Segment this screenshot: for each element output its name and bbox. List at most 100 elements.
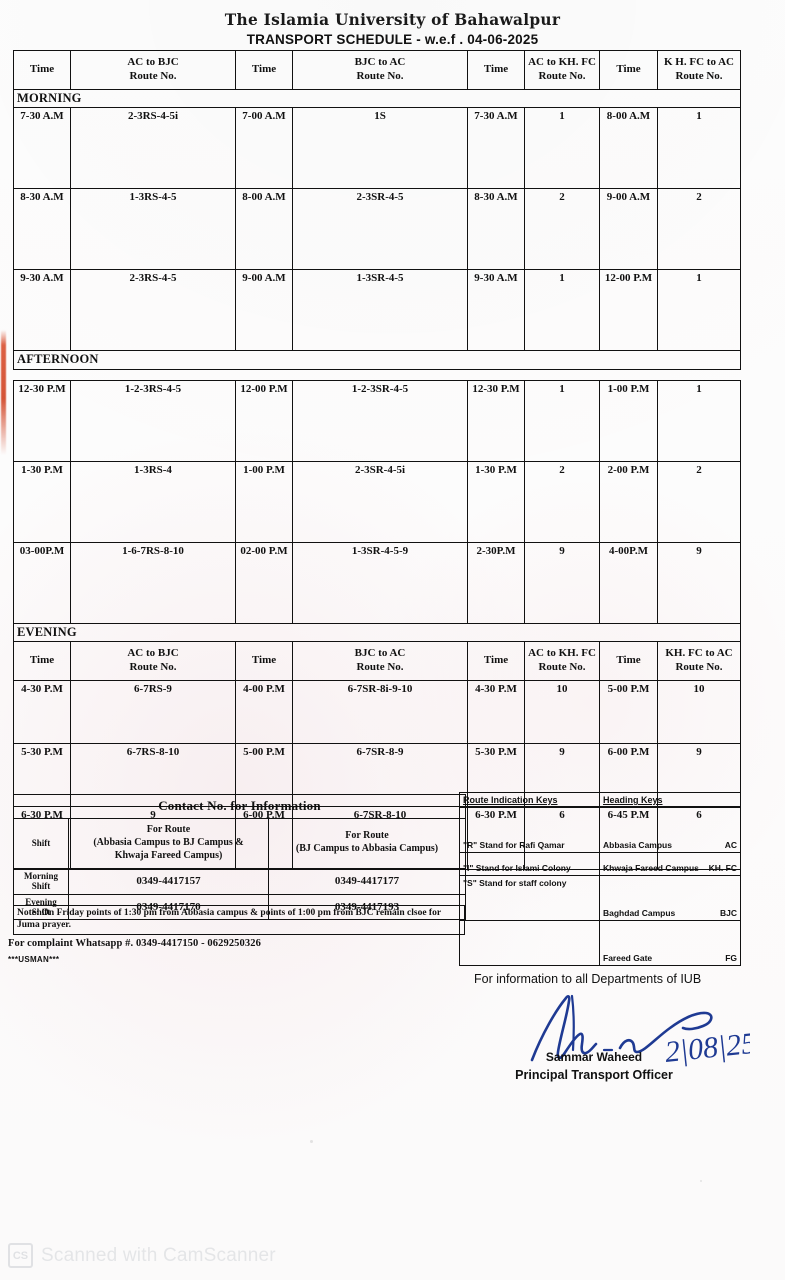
cell-route-4: 1 [657,269,741,352]
cell-time-2: 12-00 P.M [235,379,293,462]
header-ac-to-khfc-line2: Route No. [538,69,586,82]
header-ac-to-bjc-line2: Route No. [129,661,177,674]
camscanner-watermark: CS Scanned with CamScanner [8,1243,276,1268]
cell-route-2: 2-3SR-4-5 [292,188,468,271]
route-2-line-2: (BJ Campus to Abbasia Campus) [295,843,439,855]
table-row: 1-30 P.M 1-3RS-4 1-00 P.M 2-3SR-4-5i 1-3… [13,460,741,543]
contact-information-table: Contact No. for Information Shift For Ro… [13,794,466,921]
contact-evening-number-2[interactable]: 0349-4417193 [268,893,466,921]
header-bjc-to-ac-line1: BJC to AC [354,647,406,660]
keys-row-2: "I" Stand for Islami Colony Khwaja Faree… [459,851,741,876]
cell-route-2: 2-3SR-4-5i [292,460,468,543]
header-khfc-to-ac: KH. FC to AC Route No. [657,641,741,681]
route-1-line-3: Khwaja Fareed Campus) [114,849,223,861]
cell-route-1: 1-2-3RS-4-5 [70,379,236,462]
cell-route-4: 1 [657,379,741,462]
cell-time-3: 4-30 P.M [467,679,525,744]
header-khfc-to-ac: K H. FC to AC Route No. [657,50,741,90]
header-time-2: Time [235,641,293,681]
cell-time-3: 8-30 A.M [467,188,525,271]
cell-route-1: 1-3RS-4 [70,460,236,543]
shift-evening-line1: Evening [25,896,57,907]
cell-time-2: 1-00 P.M [235,460,293,543]
cell-time-1: 8-30 A.M [13,188,71,271]
contact-morning-number-1[interactable]: 0349-4417157 [68,867,269,895]
contact-header-route-1: For Route (Abbasia Campus to BJ Campus &… [68,817,269,869]
heading-key-fareed-gate: Fareed Gate FG [599,919,741,966]
contact-row-morning: Morning Shift 0349-4417157 0349-4417177 [13,867,466,895]
transport-schedule-table: Time AC to BJC Route No. Time BJC to AC … [13,50,741,870]
cell-time-1: 9-30 A.M [13,269,71,352]
cell-route-3: 1 [524,107,600,190]
keys-header-row: Route Indication Keys Heading Keys [459,792,741,808]
schedule-title: TRANSPORT SCHEDULE - w.e.f . 04-06-2025 [246,32,539,47]
contact-header-shift: Shift [13,817,69,869]
information-departments-line: For information to all Departments of IU… [474,972,702,986]
header-ac-to-bjc: AC to BJC Route No. [70,50,236,90]
contact-evening-number-1[interactable]: 0349-4417170 [68,893,269,921]
heading-key-khwaja-fareed-campus: Khwaja Fareed Campus KH. FC [599,851,741,876]
section-label-morning: MORNING [13,88,741,109]
section-label-morning-text: MORNING [13,88,741,109]
table-row: 8-30 A.M 1-3RS-4-5 8-00 A.M 2-3SR-4-5 8-… [13,188,741,271]
signatory-role: Principal Transport Officer [515,1068,673,1082]
cell-time-2: 4-00 P.M [235,679,293,744]
contact-title-row: Contact No. for Information [13,794,466,819]
cell-time-1: 03-00P.M [13,541,71,624]
heading-key-baghdad-abbr: BJC [719,907,737,918]
route-key-empty [459,919,600,966]
heading-key-abbasia-name: Abbasia Campus [603,839,672,850]
keys-legend-table: Route Indication Keys Heading Keys "R" S… [459,792,741,966]
cell-route-3: 2 [524,460,600,543]
cell-route-3: 2 [524,188,600,271]
heading-key-khwaja-abbr: KH. FC [708,862,737,873]
header-bjc-to-ac-line2: Route No. [356,661,404,674]
shift-evening-line2: Shift [31,906,51,917]
cell-time-2: 02-00 P.M [235,541,293,624]
contact-header-row: Shift For Route (Abbasia Campus to BJ Ca… [13,817,466,869]
header-khfc-to-ac-line1: KH. FC to AC [665,647,733,660]
heading-key-baghdad-name: Baghdad Campus [603,907,676,918]
cell-time-4: 1-00 P.M [599,379,658,462]
table-header-row-morning: Time AC to BJC Route No. Time BJC to AC … [13,50,741,90]
cell-time-2: 8-00 A.M [235,188,293,271]
table-row: 7-30 A.M 2-3RS-4-5i 7-00 A.M 1S 7-30 A.M… [13,107,741,190]
header-time-4: Time [599,50,658,90]
table-row: 03-00P.M 1-6-7RS-8-10 02-00 P.M 1-3SR-4-… [13,541,741,624]
header-bjc-to-ac: BJC to AC Route No. [292,50,468,90]
heading-key-abbasia-abbr: AC [724,839,737,850]
cell-route-1: 6-7RS-9 [70,679,236,744]
header-ac-to-bjc: AC to BJC Route No. [70,641,236,681]
route-1-line-1: For Route [146,823,191,835]
cell-time-2: 9-00 A.M [235,269,293,352]
keys-row-1: "R" Stand for Rafi Qamar Abbasia Campus … [459,806,741,853]
header-ac-to-khfc-line1: AC to KH. FC [528,647,596,660]
cell-time-3: 12-30 P.M [467,379,525,462]
signatory-name: Sammar Waheed [545,1050,643,1064]
cell-route-4: 1 [657,107,741,190]
table-row: 4-30 P.M 6-7RS-9 4-00 P.M 6-7SR-8i-9-10 … [13,679,741,744]
header-ac-to-khfc: AC to KH. FC Route No. [524,50,600,90]
route-1-line-2: (Abbasia Campus to BJ Campus & [93,836,244,848]
camscanner-badge-icon: CS [8,1243,33,1268]
header-ac-to-khfc: AC to KH. FC Route No. [524,641,600,681]
document-title-block: The Islamia University of Bahawalpur TRA… [0,10,785,47]
shift-morning-line1: Morning [23,870,58,881]
keys-row-4: Fareed Gate FG [459,919,741,966]
cell-time-3: 9-30 A.M [467,269,525,352]
heading-keys-heading: Heading Keys [599,792,741,808]
table-header-row-evening: Time AC to BJC Route No. Time BJC to AC … [13,641,741,681]
route-2-line-1: For Route [345,830,389,842]
contact-morning-number-2[interactable]: 0349-4417177 [268,867,466,895]
cell-route-4: 2 [657,188,741,271]
camscanner-text: Scanned with CamScanner [41,1244,276,1266]
heading-key-fareed-gate-abbr: FG [725,952,737,963]
header-time-1: Time [13,641,71,681]
keys-row-3: "S" Stand for staff colony Baghdad Campu… [459,874,741,921]
cell-time-4: 8-00 A.M [599,107,658,190]
header-khfc-to-ac-line1: K H. FC to AC [664,56,734,68]
cell-route-2: 1S [292,107,468,190]
cell-time-1: 1-30 P.M [13,460,71,543]
header-time-4: Time [599,641,658,681]
